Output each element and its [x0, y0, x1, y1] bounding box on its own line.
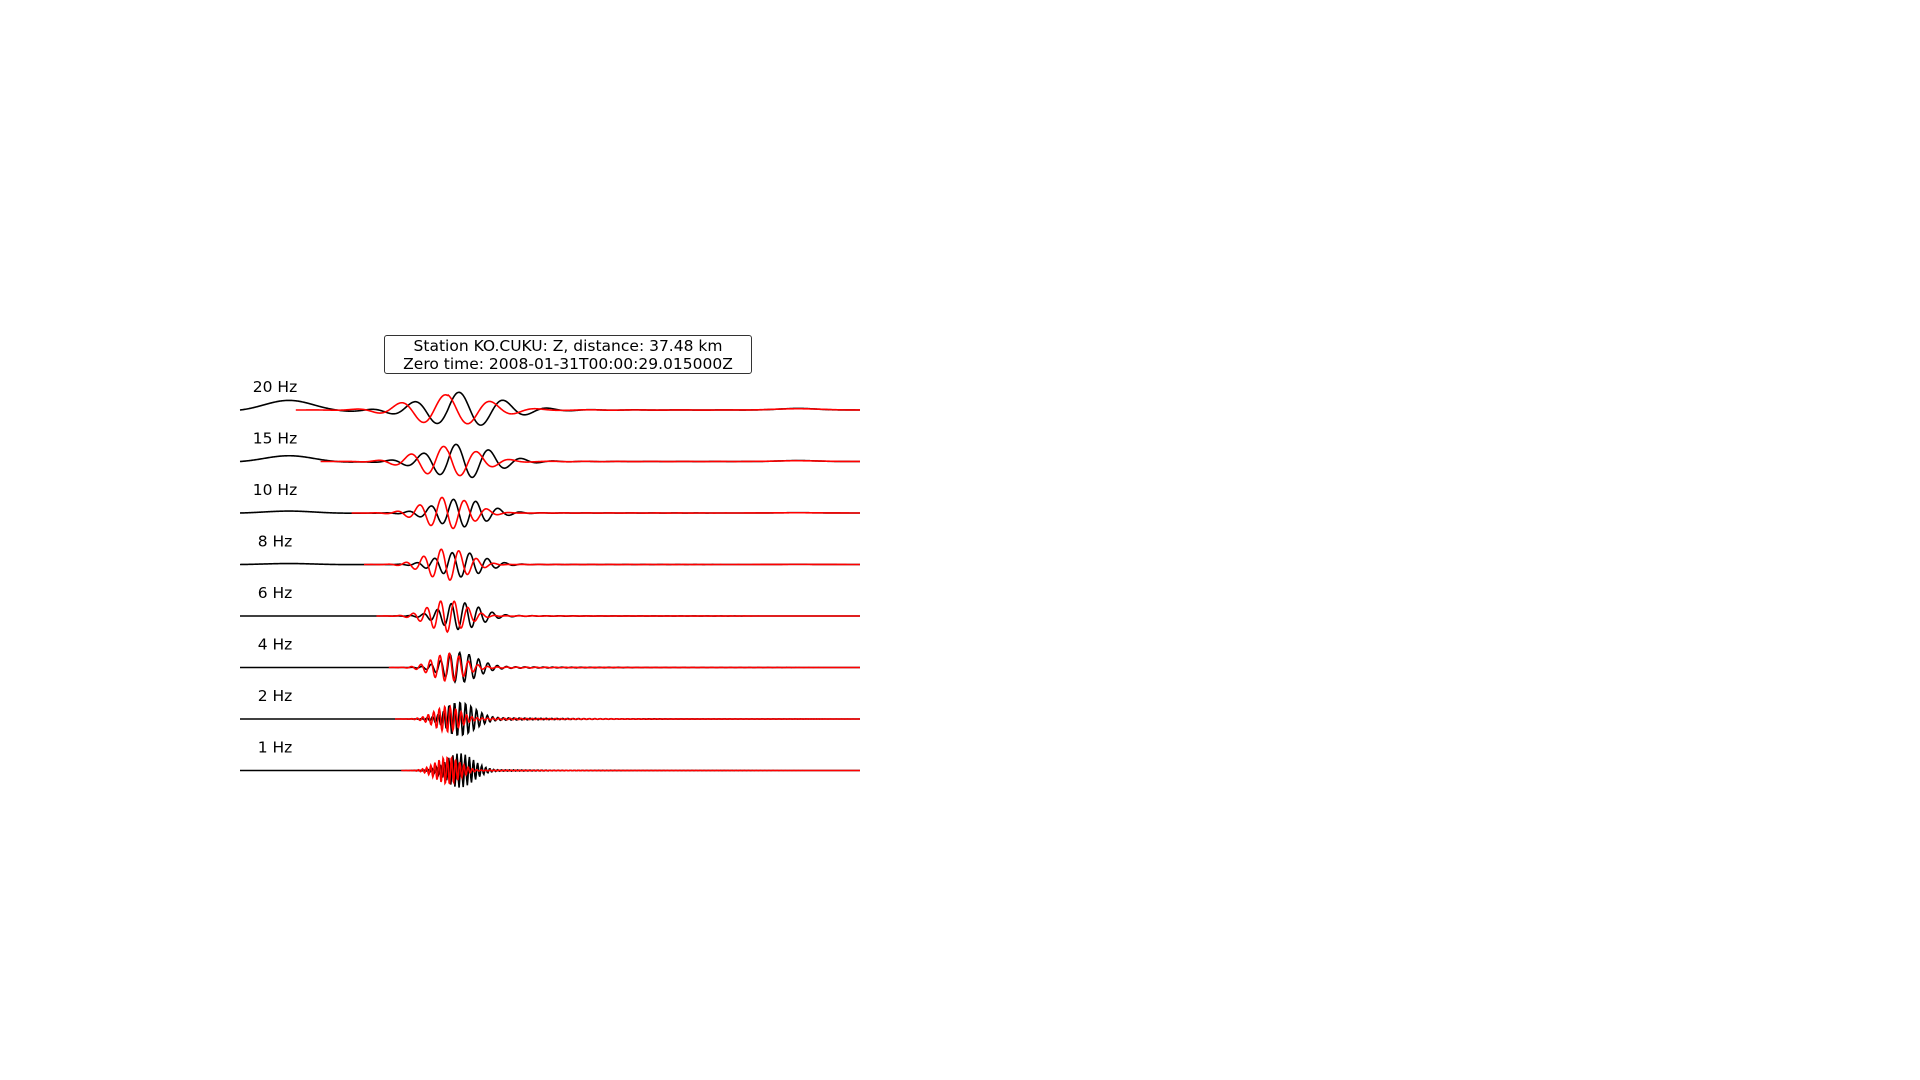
trace-label-1-hz: 1 Hz	[258, 739, 293, 757]
trace-label-15-hz: 15 Hz	[253, 430, 297, 448]
synthetic-trace-1-hz	[401, 755, 861, 786]
trace-label-2-hz: 2 Hz	[258, 687, 293, 705]
synthetic-trace-4-hz	[388, 652, 860, 682]
trace-label-4-hz: 4 Hz	[258, 636, 293, 654]
trace-label-8-hz: 8 Hz	[258, 533, 293, 551]
trace-label-10-hz: 10 Hz	[253, 481, 297, 499]
chart-title-line1: Station KO.CUKU: Z, distance: 37.48 km	[413, 337, 723, 355]
trace-label-20-hz: 20 Hz	[253, 378, 297, 396]
synthetic-trace-2-hz	[395, 704, 861, 734]
synthetic-trace-20-hz	[295, 394, 860, 425]
synthetic-trace-6-hz	[376, 600, 860, 634]
chart-title-line2: Zero time: 2008-01-31T00:00:29.015000Z	[403, 355, 733, 373]
synthetic-trace-15-hz	[320, 445, 860, 477]
synthetic-trace-10-hz	[351, 496, 860, 530]
synthetic-trace-8-hz	[364, 548, 860, 582]
trace-label-6-hz: 6 Hz	[258, 584, 293, 602]
trace-group: 20 Hz 15 Hz 10 Hz 8 Hz 6 Hz 4 Hz 2 Hz 1 Hz	[239, 378, 861, 788]
chart-title-box: Station KO.CUKU: Z, distance: 37.48 km Z…	[384, 335, 752, 374]
